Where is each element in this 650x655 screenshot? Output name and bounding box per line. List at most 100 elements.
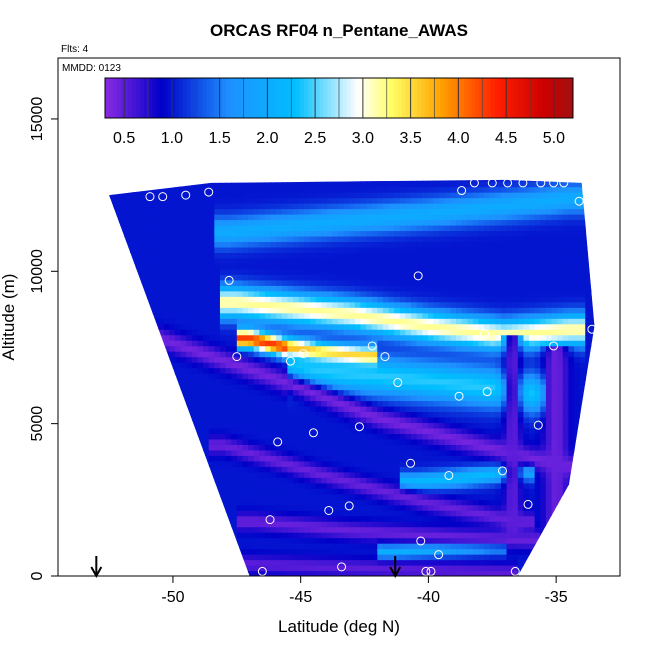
field-cell [163, 504, 170, 511]
field-cell [225, 235, 232, 243]
field-cell [219, 246, 227, 254]
field-cell [197, 537, 204, 544]
field-cell [455, 274, 463, 281]
field-cell [248, 389, 255, 396]
field-cell [113, 192, 120, 199]
field-cell [416, 570, 423, 576]
field-cell [472, 537, 480, 544]
field-cell [405, 224, 412, 232]
field-cell [276, 179, 283, 182]
field-cell [203, 170, 209, 176]
field-cell [253, 422, 260, 429]
field-cell [377, 290, 384, 297]
field-cell [337, 422, 345, 429]
field-cell [163, 351, 170, 358]
field-cell [298, 230, 305, 237]
field-cell [343, 252, 350, 259]
field-cell [366, 416, 373, 424]
field-cell [191, 179, 199, 182]
field-cell [450, 400, 457, 407]
field-cell [118, 356, 126, 363]
field-cell [113, 548, 120, 555]
field-cell [203, 340, 210, 347]
field-cell [141, 356, 148, 363]
field-cell [191, 389, 199, 396]
field-cell [287, 449, 294, 456]
field-cell [259, 241, 266, 248]
field-cell [219, 329, 227, 336]
field-cell [433, 389, 440, 396]
field-cell [293, 214, 300, 221]
field-cell [152, 224, 159, 232]
field-cell [433, 378, 440, 385]
field-cell [427, 181, 435, 188]
field-cell [96, 505, 102, 511]
field-cell [366, 559, 373, 566]
field-cell [109, 433, 114, 440]
field-cell [219, 186, 227, 193]
field-cell [337, 181, 345, 188]
field-cell [455, 230, 463, 237]
field-cell [298, 356, 305, 363]
field-cell [455, 301, 463, 308]
field-cell [293, 329, 300, 336]
field-cell [343, 214, 350, 221]
field-cell [102, 390, 108, 396]
field-cell [248, 257, 255, 264]
field-cell [439, 170, 445, 176]
field-cell [108, 170, 114, 176]
field-cell [461, 179, 468, 182]
field-cell [304, 411, 311, 418]
field-cell [450, 526, 457, 533]
field-cell [152, 307, 159, 314]
field-cell [467, 263, 474, 270]
field-cell [124, 214, 131, 221]
field-cell [354, 285, 362, 292]
field-cell [416, 482, 423, 489]
field-cell [118, 186, 126, 193]
field-cell [287, 433, 294, 440]
field-cell [219, 285, 227, 292]
field-cell [124, 279, 131, 286]
field-cell [225, 203, 232, 210]
field-cell [433, 395, 440, 402]
field-cell [287, 340, 294, 347]
field-cell [163, 515, 170, 522]
field-cell [214, 208, 221, 215]
field-cell [276, 203, 283, 210]
field-cell [472, 416, 480, 424]
field-cell [416, 274, 423, 281]
field-cell [298, 362, 305, 369]
field-cell [293, 318, 300, 325]
field-cell [130, 186, 137, 193]
field-cell [281, 493, 288, 500]
field-cell [174, 565, 182, 572]
field-cell [231, 203, 238, 210]
field-cell [433, 192, 440, 199]
field-cell [349, 362, 356, 369]
field-cell [158, 433, 165, 440]
field-cell [118, 400, 126, 407]
field-cell [109, 224, 114, 232]
field-cell [371, 389, 378, 396]
field-cell [298, 488, 305, 495]
field-cell [377, 422, 384, 429]
field-cell [377, 356, 384, 363]
field-cell [214, 438, 221, 445]
field-cell [461, 312, 468, 319]
field-cell [293, 559, 300, 566]
field-cell [467, 246, 474, 254]
field-cell [332, 301, 339, 308]
field-cell [276, 493, 283, 500]
field-cell [309, 356, 317, 363]
field-cell [416, 351, 423, 358]
field-cell [158, 559, 165, 566]
field-cell [455, 438, 463, 445]
field-cell [321, 197, 328, 204]
field-cell [163, 224, 170, 232]
field-cell [146, 438, 154, 445]
field-cell [343, 543, 350, 550]
field-cell [135, 307, 142, 314]
field-cell [349, 515, 356, 522]
field-cell [259, 252, 266, 259]
